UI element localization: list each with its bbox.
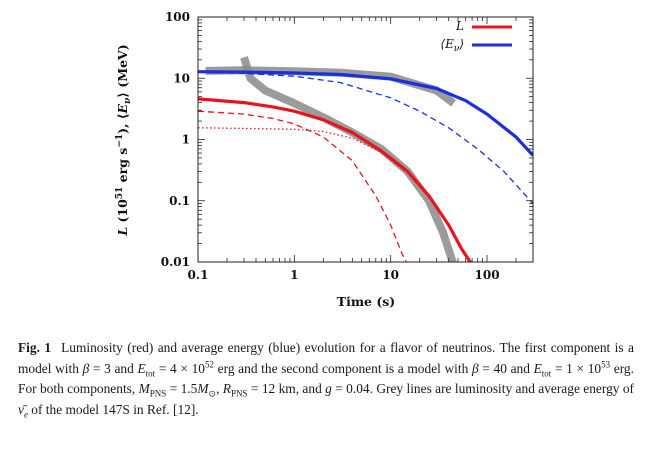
- figure-caption: Fig. 1 Luminosity (red) and average energ…: [18, 340, 634, 420]
- series-line-3: [198, 70, 533, 157]
- x-tick-label: 1: [290, 268, 298, 282]
- series-line-6: [205, 66, 457, 107]
- y-axis-label: L (1051 erg s−1), ⟨Eν⟩ (MeV): [115, 44, 133, 236]
- legend-label-energy: ⟨Eν⟩: [440, 37, 464, 54]
- caption-label: Fig. 1: [18, 340, 52, 355]
- legend-label-luminosity: L: [455, 19, 464, 33]
- y-tick-label: 0.1: [169, 194, 190, 208]
- x-tick-label: 0.1: [188, 268, 209, 282]
- x-axis-label: Time (s): [337, 294, 395, 309]
- series-line-2: [198, 127, 438, 208]
- series-line-0: [198, 97, 473, 262]
- x-tick-label: 10: [382, 268, 399, 282]
- series-line-4: [198, 71, 533, 205]
- y-tick-label: 0.01: [161, 255, 190, 269]
- y-tick-label: 10: [173, 71, 190, 85]
- legend: L ⟨Eν⟩: [440, 19, 512, 54]
- series-line-1: [198, 110, 408, 262]
- x-tick-label: 100: [475, 268, 500, 282]
- y-tick-label: 1: [182, 133, 190, 147]
- y-tick-label: 100: [165, 10, 190, 24]
